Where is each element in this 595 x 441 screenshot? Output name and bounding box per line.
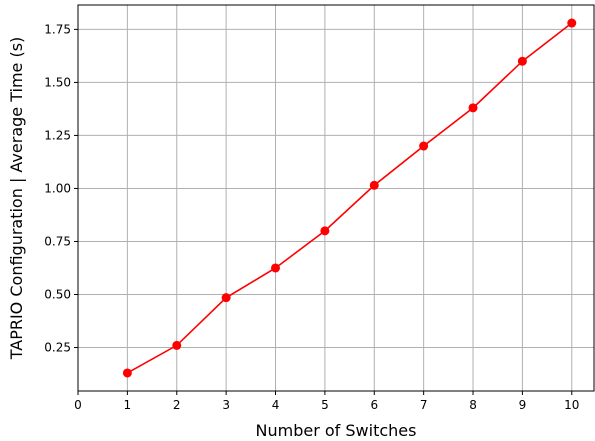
data-point (122, 368, 132, 378)
x-tick-label: 6 (370, 398, 378, 412)
data-point (172, 340, 182, 350)
y-tick-label: 1.25 (44, 128, 71, 142)
x-tick-label: 9 (519, 398, 527, 412)
x-tick-label: 5 (321, 398, 329, 412)
data-point (468, 103, 478, 113)
x-tick-label: 1 (124, 398, 132, 412)
data-point (221, 293, 231, 303)
y-tick-label: 0.25 (44, 341, 71, 355)
x-tick-label: 4 (272, 398, 280, 412)
series-line (126, 22, 573, 374)
y-tick-label: 1.00 (44, 181, 71, 195)
y-axis-label: TAPRIO Configuration | Average Time (s) (7, 37, 26, 361)
x-axis-label: Number of Switches (256, 421, 417, 440)
x-tick-label: 8 (469, 398, 477, 412)
axis-ticks: 0 1 2 3 4 5 6 7 8 9 10 0.25 0.50 0.75 1.00 1.25 1.50 1.75 (44, 22, 579, 412)
series (122, 18, 577, 378)
y-tick-label: 0.75 (44, 234, 71, 248)
data-point (271, 263, 281, 273)
x-tick-label: 7 (420, 398, 428, 412)
y-tick-label: 1.75 (44, 22, 71, 36)
x-tick-label: 3 (222, 398, 230, 412)
x-tick-label: 10 (564, 398, 579, 412)
data-point (320, 226, 330, 236)
data-point (567, 18, 577, 28)
data-point (369, 180, 379, 190)
grid (77, 5, 594, 391)
y-tick-label: 0.50 (44, 288, 71, 302)
x-tick-label: 0 (74, 398, 82, 412)
data-point (517, 56, 527, 66)
data-point (419, 141, 429, 151)
plot-frame (77, 4, 595, 392)
y-tick-label: 1.50 (44, 75, 71, 89)
x-tick-label: 2 (173, 398, 181, 412)
